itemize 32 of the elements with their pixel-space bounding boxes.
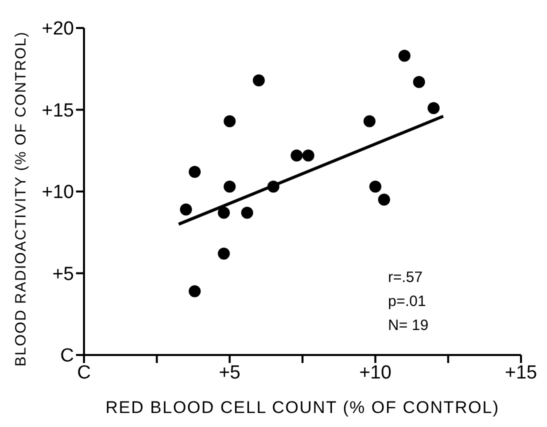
point [218, 206, 230, 219]
x-tick-label: +15 [504, 362, 538, 384]
point [188, 166, 201, 178]
point [224, 180, 236, 193]
annotation: p=.01 [388, 292, 427, 312]
annotation: r=.57 [388, 268, 424, 288]
point [267, 180, 280, 193]
y-tick-label: +5 [52, 264, 74, 285]
point [252, 74, 265, 86]
point [369, 180, 382, 193]
point [302, 150, 314, 162]
y-tick-label: +15 [42, 100, 74, 122]
point [364, 115, 376, 128]
point [224, 115, 236, 128]
y-tick-label: C [60, 346, 74, 367]
annotation: N= 19 [388, 316, 428, 336]
point [378, 194, 390, 206]
point [180, 203, 192, 216]
y-tick-label: +10 [42, 182, 74, 204]
point [218, 248, 230, 260]
point [188, 285, 201, 298]
point [241, 206, 254, 219]
point [428, 102, 440, 114]
x-axis-title: RED BLOOD CELL COUNT (% OF CONTROL) [106, 398, 500, 417]
x-tick-label: +10 [359, 362, 392, 384]
x-tick-label: +5 [218, 362, 241, 384]
x-tick-label: C [77, 362, 91, 384]
point [290, 150, 303, 162]
point [398, 50, 410, 62]
point [413, 76, 426, 88]
y-tick-label: +20 [42, 18, 74, 40]
y-axis-title: BLOOD RADIOACTIVITY (% OF CONTROL) [12, 31, 30, 366]
